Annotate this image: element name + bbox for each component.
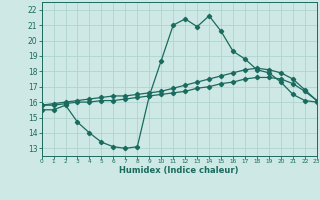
- X-axis label: Humidex (Indice chaleur): Humidex (Indice chaleur): [119, 166, 239, 175]
